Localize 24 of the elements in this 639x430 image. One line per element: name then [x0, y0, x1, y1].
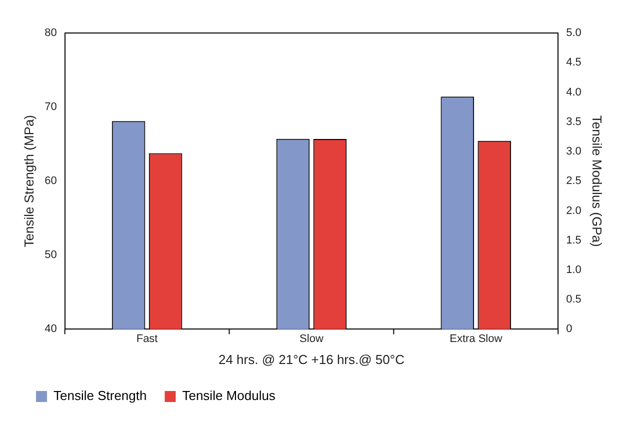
y2-tick-label: 0.5	[566, 294, 582, 306]
legend-label: Tensile Modulus	[182, 388, 276, 404]
y-tick-label: 40	[44, 323, 57, 336]
y2-tick-label: 1.0	[566, 264, 582, 276]
y2-tick-label: 1.5	[566, 234, 582, 246]
y2-tick-label: 5.0	[566, 27, 582, 40]
y-axis-title: Tensile Strength (MPa)	[21, 114, 36, 248]
x-axis-title: 24 hrs. @ 21°C +16 hrs.@ 50°C	[218, 352, 404, 367]
y2-tick-label: 3.5	[566, 116, 582, 128]
y-tick-label: 60	[44, 175, 57, 188]
x-tick-label: Slow	[300, 332, 324, 345]
y2-tick-label: 2.0	[566, 204, 582, 217]
legend-label: Tensile Strength	[54, 388, 147, 404]
y2-tick-label: 4.0	[566, 86, 582, 98]
y-tick-label: 70	[44, 101, 57, 114]
y2-tick-label: 3.0	[566, 146, 582, 158]
y2-tick-label: 0	[566, 323, 572, 336]
y-tick-label: 50	[44, 249, 57, 262]
x-tick-label: Fast	[136, 332, 158, 345]
y2-tick-label: 2.5	[566, 175, 582, 188]
y2-axis-title: Tensile Modulus (GPa)	[590, 115, 605, 247]
y-tick-label: 80	[44, 27, 57, 40]
y2-tick-label: 4.5	[566, 56, 582, 69]
x-tick-label: Extra Slow	[450, 332, 502, 345]
